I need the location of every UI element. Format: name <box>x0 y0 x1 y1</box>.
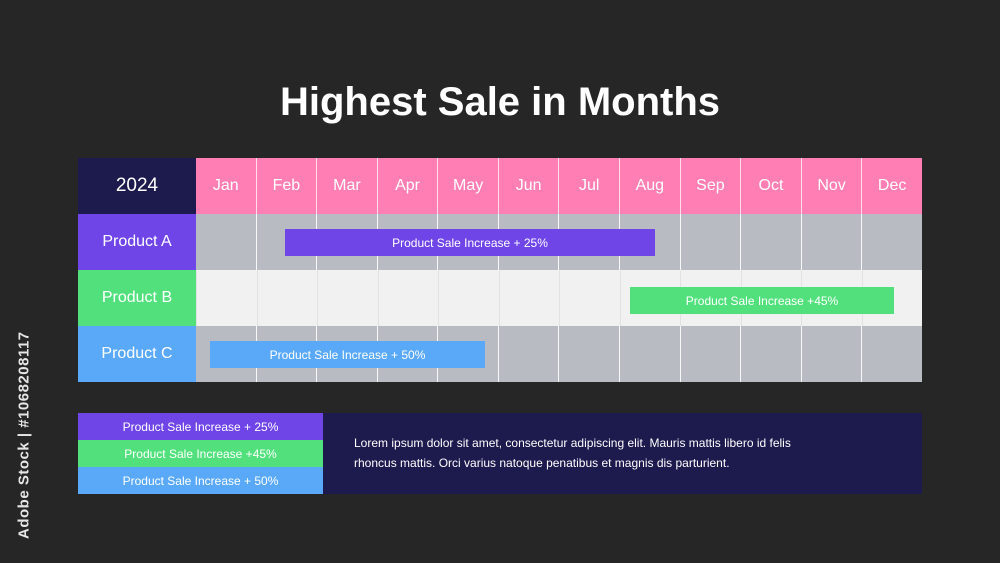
month-jun: Jun <box>497 158 559 214</box>
legend-item-product-a: Product Sale Increase + 25% <box>78 413 323 440</box>
timeline-bar-product-b: Product Sale Increase +45% <box>630 287 894 314</box>
row-product-b: Product B Product Sale Increase +45% <box>78 270 922 326</box>
month-dec: Dec <box>861 158 922 214</box>
month-jan: Jan <box>212 177 239 194</box>
year-header: 2024 <box>78 158 196 214</box>
row-product-c: Product C Product Sale Increase + 50% <box>78 326 922 382</box>
legend-description: Lorem ipsum dolor sit amet, consectetur … <box>354 436 791 470</box>
month-header-row: Jan Feb Mar Apr May Jun Jul Aug Sep Oct … <box>196 158 922 214</box>
gantt-chart: 2024 Jan Feb Mar Apr May Jun Jul Aug Sep… <box>78 158 922 382</box>
month-mar: Mar <box>316 158 377 214</box>
row-product-a: Product A Product Sale Increase + 25% <box>78 214 922 270</box>
month-may: May <box>437 158 498 214</box>
timeline-bar-product-c: Product Sale Increase + 50% <box>210 341 485 368</box>
month-aug: Aug <box>619 158 680 214</box>
page-title: Highest Sale in Months <box>279 80 721 124</box>
month-jul: Jul <box>558 158 619 214</box>
row-label-product-b: Product B <box>78 270 196 326</box>
month-feb: Feb <box>255 158 317 214</box>
legend-item-product-c: Product Sale Increase + 50% <box>78 467 323 494</box>
month-oct: Oct <box>740 158 801 214</box>
stock-watermark: Adobe Stock | #1068208117 <box>15 331 33 539</box>
month-sep: Sep <box>679 158 741 214</box>
row-label-product-c: Product C <box>78 326 196 382</box>
legend-panel: Product Sale Increase + 25% Product Sale… <box>78 413 922 494</box>
timeline-bar-product-a: Product Sale Increase + 25% <box>285 229 655 256</box>
month-apr: Apr <box>376 158 438 214</box>
row-label-product-a: Product A <box>78 214 196 270</box>
month-nov: Nov <box>800 158 862 214</box>
legend-item-product-b: Product Sale Increase +45% <box>78 440 323 467</box>
